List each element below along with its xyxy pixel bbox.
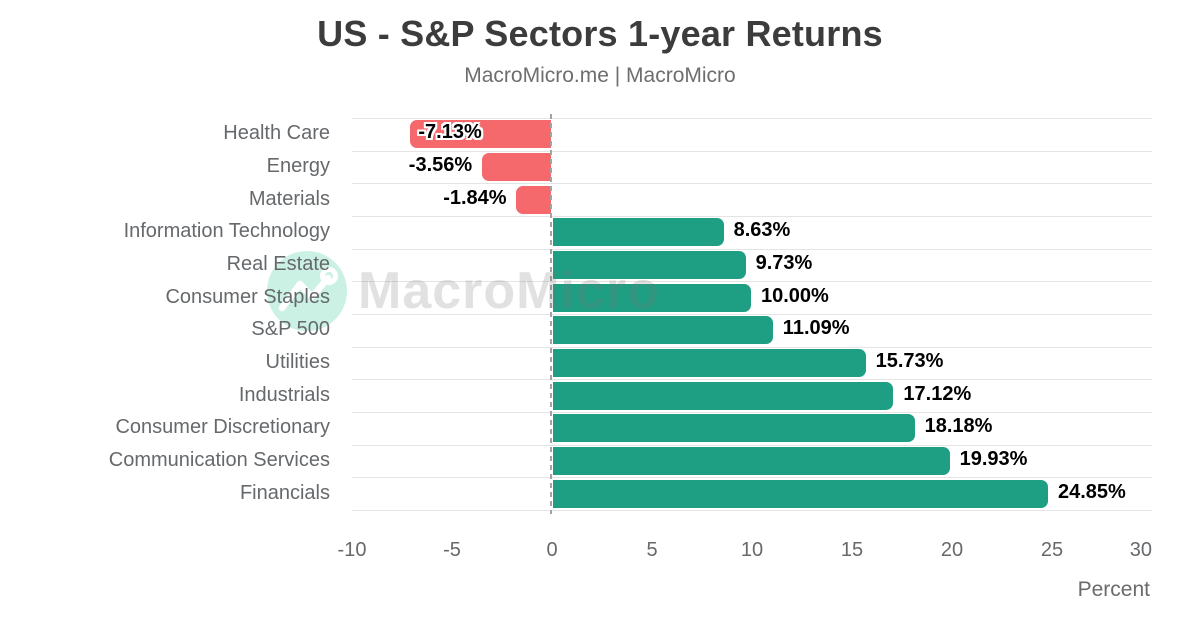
line-chart-icon <box>278 267 338 312</box>
x-tick-label-5: 5 <box>646 539 658 561</box>
bar-materials <box>515 184 552 215</box>
x-tick-label-20: 20 <box>940 539 964 561</box>
value-label-health-care: -7.13% <box>418 121 482 144</box>
gridline <box>352 183 1152 185</box>
category-label-real-estate: Real Estate <box>226 253 330 275</box>
value-label-s-p-500: 11.09% <box>782 317 850 340</box>
x-tick-label-minus5: -5 <box>443 539 461 561</box>
category-label-consumer-staples: Consumer Staples <box>165 285 330 308</box>
gridline <box>352 379 1152 381</box>
gridline <box>352 216 1152 217</box>
value-label-industrials: 17.12% <box>903 382 972 405</box>
value-label-energy: -3.56% <box>408 154 473 176</box>
x-tick-label-15: 15 <box>840 539 864 561</box>
category-label-communication-services: Communication Services <box>108 449 330 471</box>
value-label-financials: 24.85% <box>1058 480 1126 503</box>
x-tick-label-minus10: -10 <box>337 539 367 561</box>
zero-baseline-dashed <box>550 114 552 514</box>
value-label-utilities: 15.73% <box>875 350 944 372</box>
category-label-financials: Financials <box>239 481 330 504</box>
macromicro-watermark-text: MacroMicro <box>358 262 660 320</box>
gridline <box>352 281 1152 283</box>
x-tick-label-0: 0 <box>546 539 558 561</box>
bar-communication-services <box>552 446 951 476</box>
category-label-consumer-discretionary: Consumer Discretionary <box>115 416 330 439</box>
chart-subtitle: MacroMicro.me | MacroMicro <box>464 64 736 87</box>
bar-s-p-500 <box>552 315 774 346</box>
category-label-utilities: Utilities <box>265 351 330 373</box>
gridline <box>352 477 1152 479</box>
gridline <box>352 412 1152 413</box>
category-label-health-care: Health Care <box>223 122 330 145</box>
value-label-materials: -1.84% <box>443 186 507 209</box>
bar-information-technology <box>552 217 725 248</box>
gridline <box>352 444 1152 446</box>
bar-financials <box>552 478 1049 509</box>
gridline <box>352 118 1152 119</box>
bar-health-care <box>409 119 552 150</box>
value-label-consumer-discretionary: 18.18% <box>924 415 993 438</box>
gridline <box>352 150 1152 152</box>
bar-energy <box>480 152 552 182</box>
chart-title: US - S&P Sectors 1-year Returns <box>317 13 883 54</box>
value-label-information-technology: 8.63% <box>733 219 791 242</box>
x-axis-title: Percent <box>1077 578 1150 601</box>
gridline <box>352 314 1152 315</box>
bar-consumer-staples <box>552 282 752 313</box>
gridline <box>352 248 1152 250</box>
category-label-industrials: Industrials <box>238 383 330 406</box>
category-label-information-technology: Information Technology <box>123 220 330 243</box>
bar-consumer-discretionary <box>552 413 916 444</box>
x-tick-label-25: 25 <box>1040 539 1064 561</box>
value-label-real-estate: 9.73% <box>755 252 813 274</box>
macromicro-logo-circle <box>267 251 347 331</box>
gridline <box>352 346 1152 348</box>
value-label-communication-services: 19.93% <box>959 448 1028 470</box>
gridline <box>352 510 1152 511</box>
category-label-energy: Energy <box>266 155 330 177</box>
value-label-consumer-staples: 10.00% <box>761 284 829 307</box>
bar-industrials <box>552 380 895 411</box>
category-label-materials: Materials <box>248 187 330 210</box>
category-label-s-p-500: S&P 500 <box>251 318 330 341</box>
bar-utilities <box>552 348 867 378</box>
x-tick-label-30: 30 <box>1129 539 1152 561</box>
x-tick-label-10: 10 <box>740 539 764 561</box>
bar-real-estate <box>552 250 747 280</box>
